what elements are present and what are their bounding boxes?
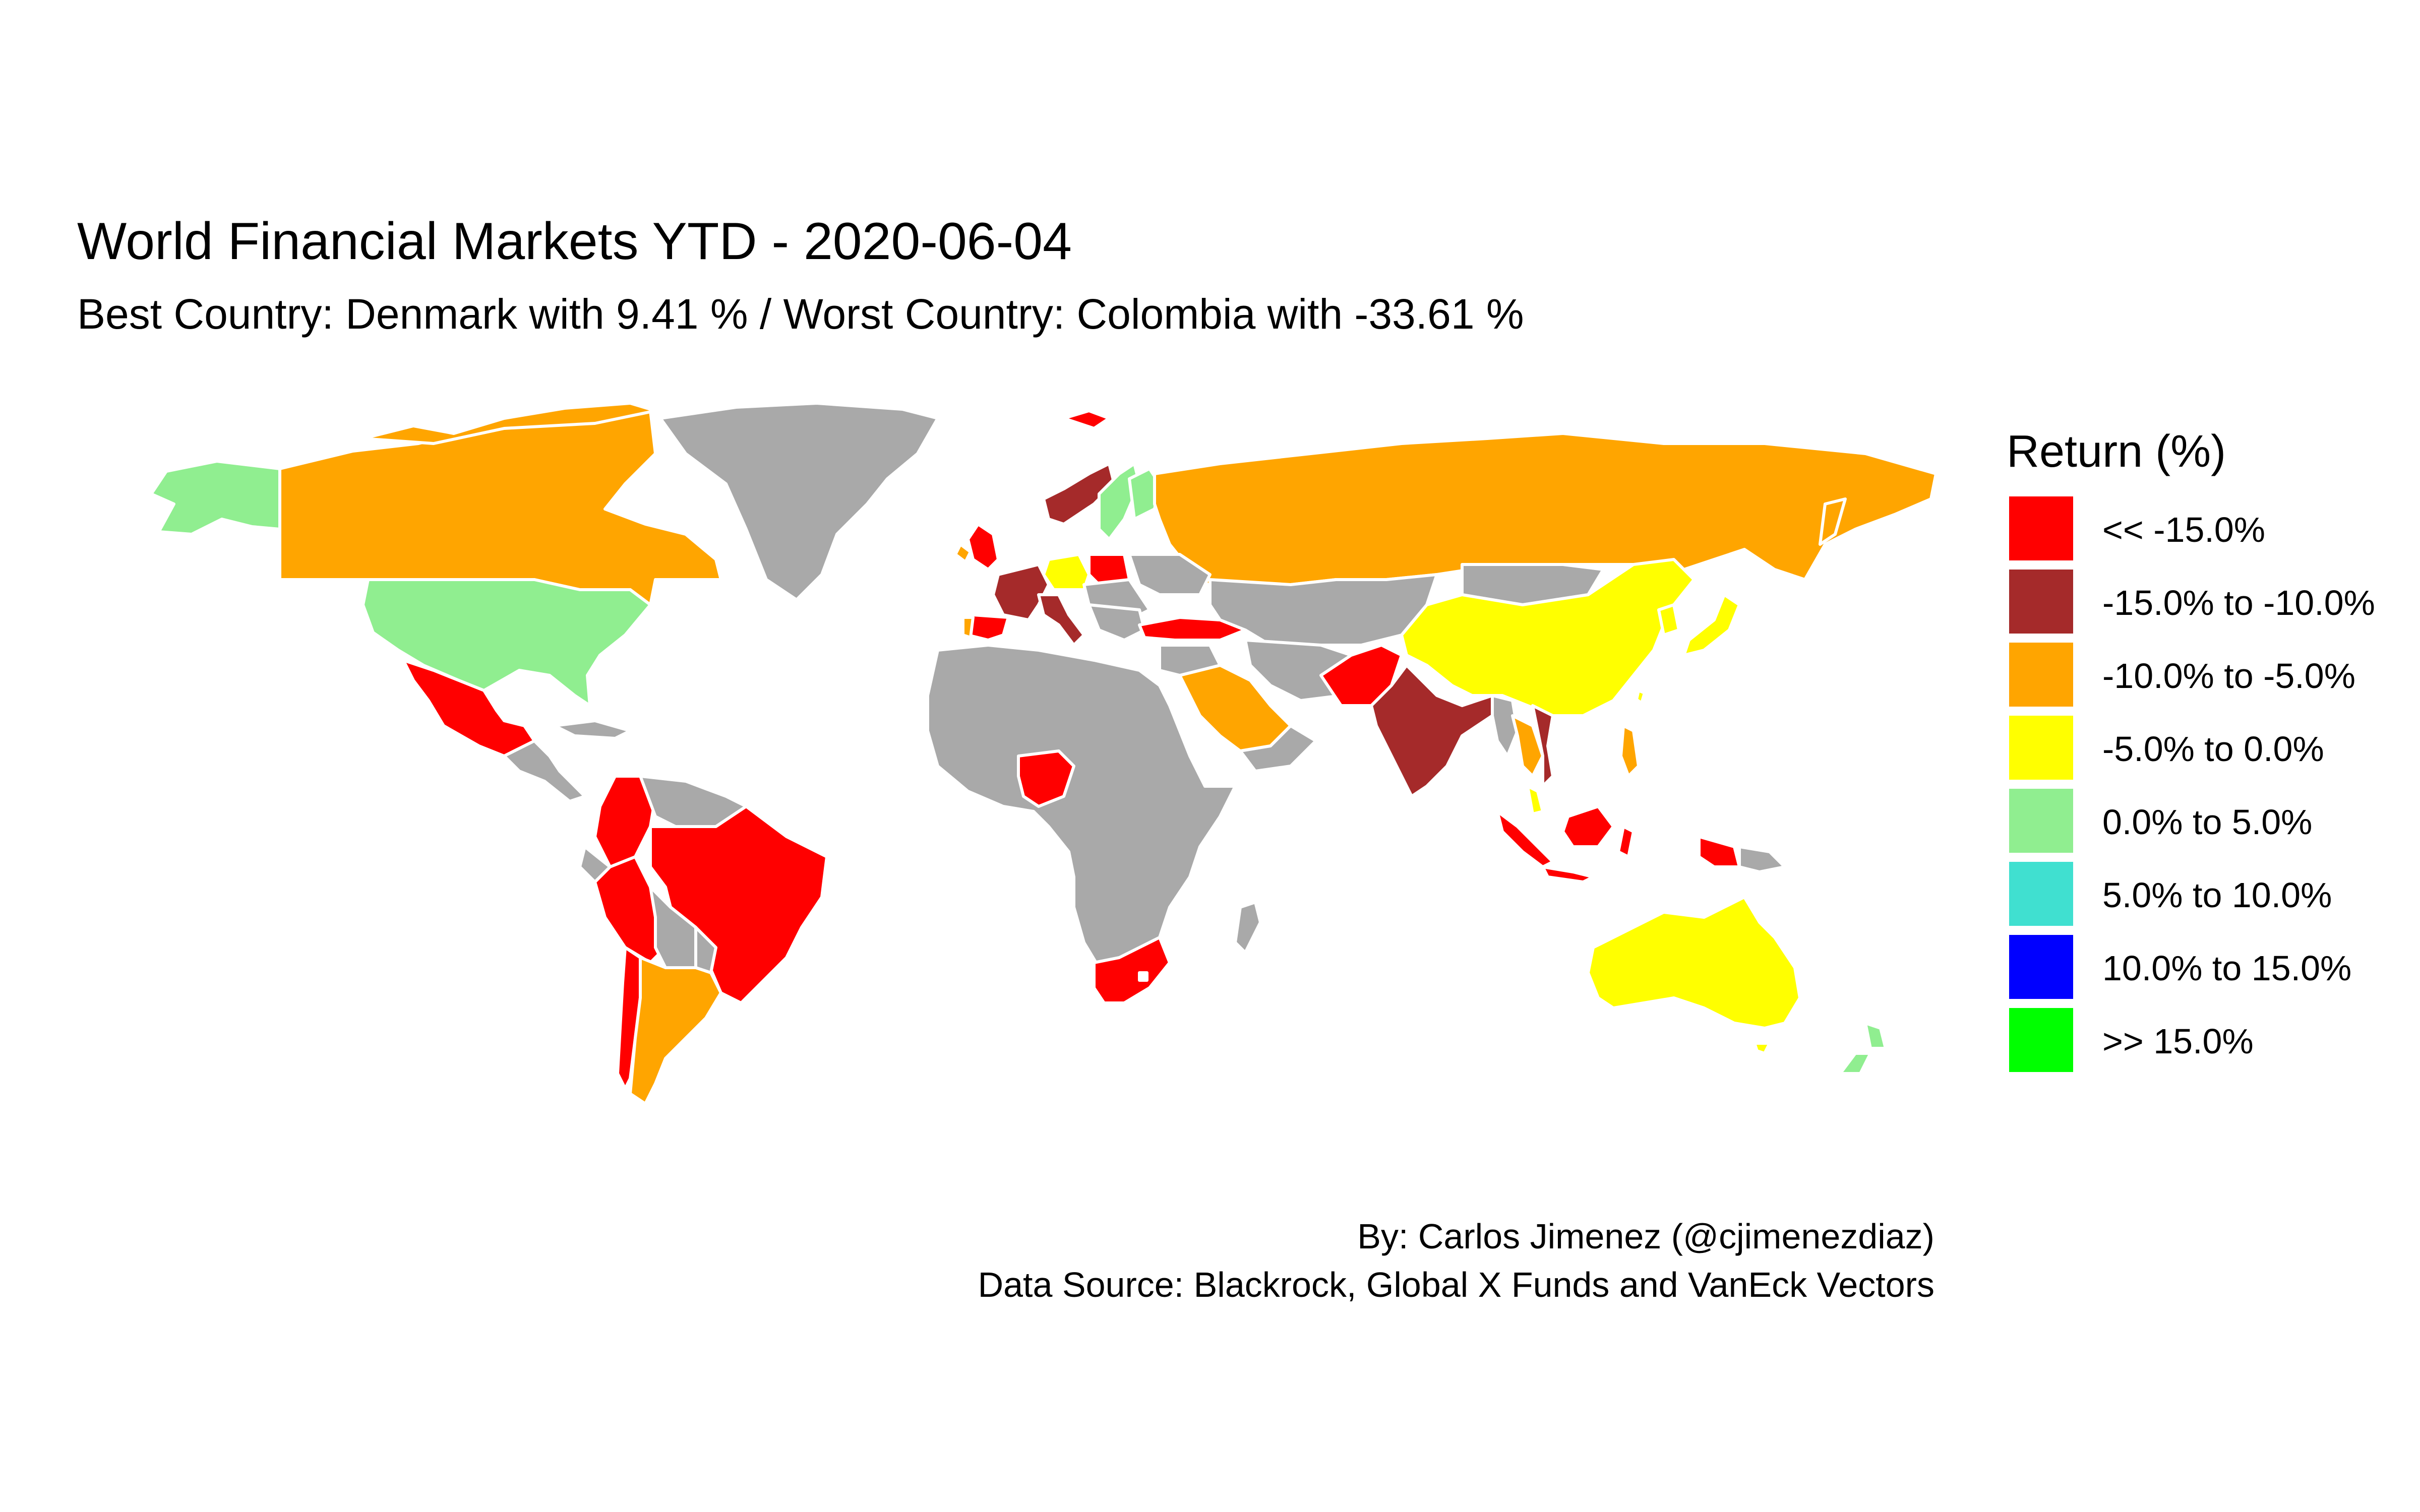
alaska-shape [150,460,281,536]
legend-item: -10.0% to -5.0% [2009,643,2412,709]
italy-shape [1037,593,1085,647]
greenland-shape [659,402,939,601]
legend-label: 5.0% to 10.0% [2102,875,2332,915]
brazil-shape [649,805,828,1004]
legend-item: 0.0% to 5.0% [2009,789,2412,855]
legend-swatch [2009,935,2073,999]
pakistan-shape [1319,644,1403,707]
madagascar-shape [1234,901,1262,954]
myanmar-shape [1491,694,1519,758]
png-shape [1738,845,1786,873]
vietnam-shape [1531,704,1554,788]
legend-swatch [2009,862,2073,926]
legend-item: << -15.0% [2009,496,2412,563]
legend-item: -5.0% to 0.0% [2009,716,2412,782]
india-shape [1370,664,1494,798]
japan-shape [1682,593,1741,657]
balkans-shape [1087,603,1146,642]
usa-shape [361,578,652,707]
levant-shape [1158,644,1222,677]
caption-author: By: Carlos Jimenez (@cjimenezdiaz) [1357,1217,1934,1256]
legend-label: >> 15.0% [2102,1022,2254,1061]
argentina-shape [629,956,722,1105]
legend-label: 10.0% to 15.0% [2102,949,2352,988]
legend-item: >> 15.0% [2009,1008,2412,1075]
tasmania-shape [1753,1042,1771,1055]
legend-label: << -15.0% [2102,510,2265,549]
new-zealand-shape [1839,1022,1887,1075]
papua-indonesia-shape [1698,835,1741,868]
portugal-shape [961,616,975,639]
legend-swatch [2009,1008,2073,1072]
taiwan-shape [1635,689,1646,705]
canada-shape [278,409,722,606]
legend-label: 0.0% to 5.0% [2102,802,2313,842]
lesotho-shape [1138,971,1148,982]
legend-title: Return (%) [2007,426,2226,477]
china-shape [1400,558,1696,717]
legend-swatch [2009,789,2073,853]
canada-islands-shape [361,402,657,445]
central-asia-shape [1208,573,1438,647]
legend-item: -15.0% to -10.0% [2009,570,2412,636]
nigeria-shape [1017,749,1075,808]
sulawesi-shape [1617,825,1635,858]
borneo-shape [1561,805,1615,848]
south-africa-shape [1093,936,1171,1004]
philippines-shape [1619,724,1640,778]
caribbean-shape [553,719,632,740]
legend-swatch [2009,643,2073,707]
central-america-shape [503,739,586,803]
caption: By: Carlos Jimenez (@cjimenezdiaz) Data … [978,1212,1934,1309]
iran-shape [1244,639,1353,702]
turkey-shape [1138,616,1247,642]
legend-label: -5.0% to 0.0% [2102,729,2324,769]
uk-shape [966,523,1000,571]
caption-source: Data Source: Blackrock, Global X Funds a… [978,1265,1934,1304]
ireland-shape [954,543,972,563]
map-title: World Financial Markets YTD - 2020-06-04 [77,212,1072,271]
australia-shape [1587,896,1801,1030]
france-shape [992,563,1050,621]
arabia-rest-shape [1239,724,1317,773]
java-shape [1541,865,1595,884]
thailand-shape [1511,714,1544,778]
legend-swatch [2009,496,2073,560]
malaysia-shape [1526,785,1544,815]
kamchatka-shape [1819,497,1847,546]
ukraine-shape [1128,553,1212,596]
mexico-shape [402,659,536,758]
map-subtitle: Best Country: Denmark with 9.41 % / Wors… [77,290,1524,338]
legend-label: -15.0% to -10.0% [2102,583,2375,622]
korea-shape [1657,603,1680,637]
iceland-shape [1062,409,1111,430]
germany-shape [1042,553,1091,591]
sumatra-shape [1496,810,1554,868]
legend-swatch [2009,570,2073,634]
legend-swatch [2009,716,2073,780]
legend-item: 5.0% to 10.0% [2009,862,2412,928]
legend-item: 10.0% to 15.0% [2009,935,2412,1001]
legend-label: -10.0% to -5.0% [2102,656,2355,696]
